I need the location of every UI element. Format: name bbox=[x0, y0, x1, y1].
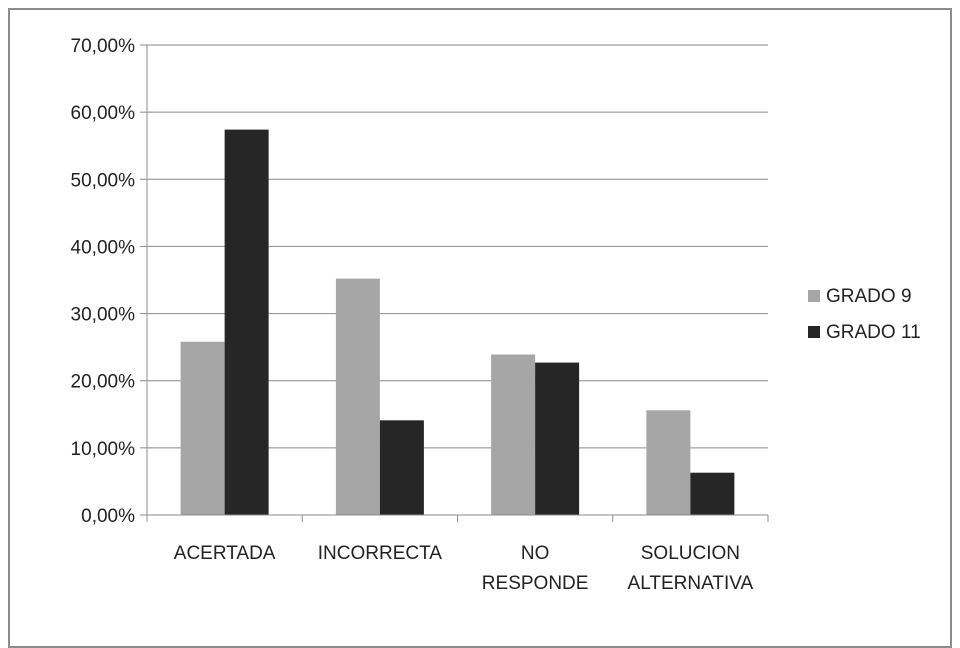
y-tick-label: 40,00% bbox=[71, 237, 136, 258]
y-tick-label: 30,00% bbox=[71, 305, 136, 326]
bar-chart: 0,00% 10,00% 20,00% 30,00% 40,00% 50,00% 60,00… bbox=[71, 36, 921, 594]
bar bbox=[379, 420, 424, 515]
y-axis: 0,00% 10,00% 20,00% 30,00% 40,00% 50,00% 60,00… bbox=[71, 36, 148, 527]
bar bbox=[646, 410, 691, 515]
bar bbox=[335, 278, 380, 515]
x-tick-label: INCORRECTA bbox=[318, 543, 443, 564]
legend-label: GRADO 11 bbox=[826, 322, 921, 343]
y-tick-label: 20,00% bbox=[71, 372, 136, 393]
y-tick-label: 60,00% bbox=[71, 103, 136, 124]
legend-swatch bbox=[808, 326, 820, 338]
y-tick-label: 50,00% bbox=[71, 170, 136, 191]
x-axis: ACERTADA INCORRECTA NO RESPONDE SOLUCION ALTE… bbox=[146, 514, 769, 594]
x-tick-label: ACERTADA bbox=[174, 543, 276, 564]
legend-swatch bbox=[808, 290, 820, 302]
legend: GRADO 9 GRADO 11 bbox=[808, 286, 921, 343]
y-tick-label: 0,00% bbox=[81, 506, 135, 527]
bar bbox=[535, 362, 580, 515]
bar bbox=[690, 472, 735, 515]
x-tick-label: NO RESPONDE bbox=[482, 543, 589, 594]
bar bbox=[224, 129, 269, 515]
bar bbox=[180, 341, 225, 515]
y-tick-label: 10,00% bbox=[71, 439, 136, 460]
y-tick-label: 70,00% bbox=[71, 36, 136, 57]
bar bbox=[491, 354, 536, 515]
legend-label: GRADO 9 bbox=[826, 286, 912, 307]
chart-frame: 0,00% 10,00% 20,00% 30,00% 40,00% 50,00% 60,00… bbox=[8, 8, 952, 648]
bars bbox=[180, 129, 735, 515]
x-tick-label: SOLUCION ALTERNATIVA bbox=[628, 543, 754, 594]
